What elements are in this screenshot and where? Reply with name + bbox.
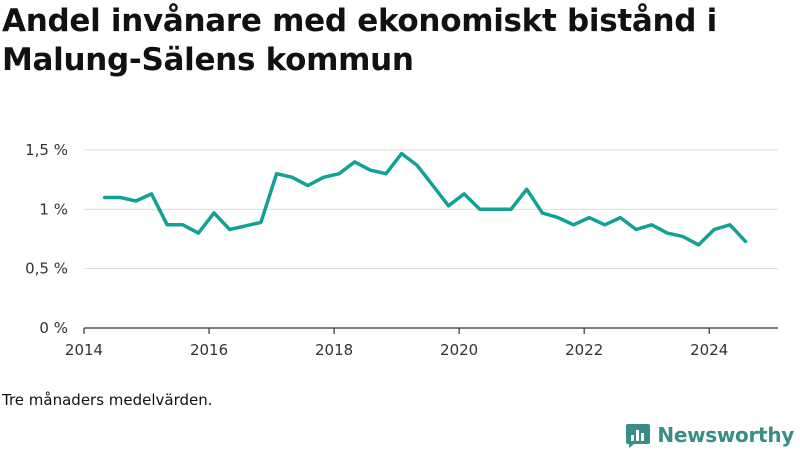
data-point[interactable]	[350, 157, 360, 167]
data-point[interactable]	[162, 220, 172, 230]
data-point[interactable]	[444, 201, 454, 211]
y-tick-label: 1,5 %	[25, 141, 68, 159]
data-point[interactable]	[428, 181, 438, 191]
data-point[interactable]	[225, 225, 235, 235]
data-point[interactable]	[475, 204, 485, 214]
data-point[interactable]	[240, 221, 250, 231]
data-point[interactable]	[662, 228, 672, 238]
data-point[interactable]	[272, 169, 282, 179]
data-point[interactable]	[725, 220, 735, 230]
data-point[interactable]	[365, 165, 375, 175]
data-point[interactable]	[318, 172, 328, 182]
chart-footnote: Tre månaders medelvärden.	[2, 391, 213, 409]
y-tick-label: 1 %	[39, 200, 68, 218]
data-point[interactable]	[740, 236, 750, 246]
series-line	[102, 151, 748, 247]
y-tick-label: 0,5 %	[25, 260, 68, 278]
x-tick-label: 2018	[315, 341, 353, 359]
data-point[interactable]	[193, 228, 203, 238]
data-series	[100, 149, 750, 250]
data-point[interactable]	[287, 172, 297, 182]
data-point[interactable]	[334, 169, 344, 179]
data-point[interactable]	[256, 217, 266, 227]
data-point[interactable]	[600, 220, 610, 230]
data-point[interactable]	[678, 232, 688, 242]
x-tick-label: 2014	[65, 341, 103, 359]
x-tick-label: 2022	[565, 341, 603, 359]
x-tick-label: 2020	[440, 341, 478, 359]
data-point[interactable]	[459, 189, 469, 199]
brand[interactable]: Newsworthy	[625, 420, 794, 450]
data-point[interactable]	[631, 225, 641, 235]
y-axis-ticks: 0 % 0,5 % 1 % 1,5 %	[25, 141, 68, 337]
y-tick-label: 0 %	[39, 319, 68, 337]
data-point[interactable]	[615, 213, 625, 223]
data-point[interactable]	[709, 225, 719, 235]
data-point[interactable]	[397, 149, 407, 159]
data-point[interactable]	[412, 160, 422, 170]
data-point[interactable]	[303, 181, 313, 191]
data-point[interactable]	[553, 213, 563, 223]
data-point[interactable]	[490, 204, 500, 214]
x-axis: 2014 2016 2018 2020 2022 2024	[65, 327, 778, 359]
bar-chart-logo-icon	[626, 424, 651, 448]
data-point[interactable]	[381, 169, 391, 179]
x-tick-label: 2024	[690, 341, 728, 359]
data-point[interactable]	[178, 220, 188, 230]
data-point[interactable]	[522, 184, 532, 194]
data-point[interactable]	[209, 208, 219, 218]
x-tick-label: 2016	[190, 341, 228, 359]
data-point[interactable]	[694, 240, 704, 250]
gridlines	[84, 149, 778, 270]
chart-title: Andel invånare med ekonomiskt bistånd i …	[2, 3, 717, 78]
data-point[interactable]	[569, 220, 579, 230]
data-point[interactable]	[131, 196, 141, 206]
data-point[interactable]	[115, 192, 125, 202]
data-point[interactable]	[506, 204, 516, 214]
data-point[interactable]	[584, 213, 594, 223]
data-point[interactable]	[100, 192, 110, 202]
data-point[interactable]	[147, 189, 157, 199]
brand-name: Newsworthy	[657, 423, 794, 447]
data-point[interactable]	[647, 220, 657, 230]
data-point[interactable]	[537, 208, 547, 218]
